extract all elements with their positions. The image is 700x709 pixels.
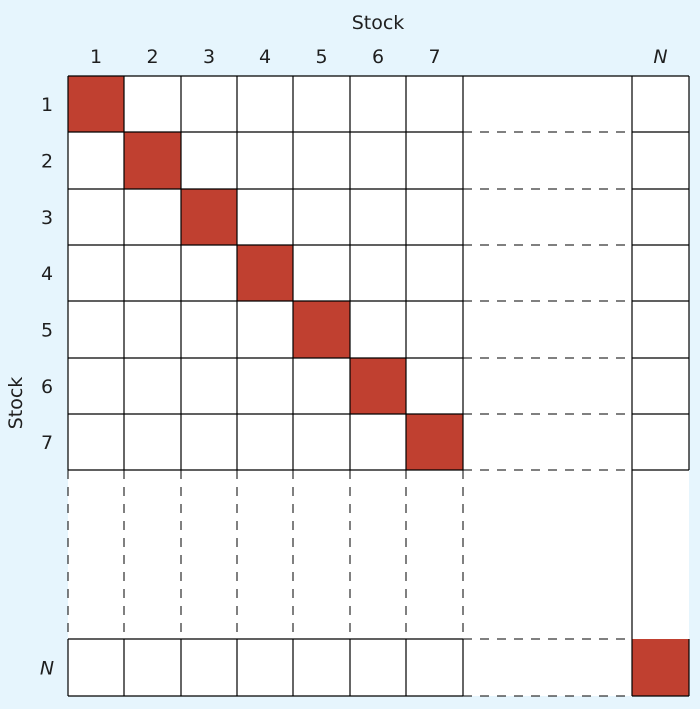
highlighted-cell-N-N: [632, 639, 689, 696]
grid-lines: [67, 75, 690, 697]
highlighted-cell-4-4: [237, 245, 293, 301]
highlighted-cell-1-1: [68, 76, 124, 132]
bottom-region-background: [68, 470, 689, 696]
row-label-N: N: [40, 658, 54, 680]
labels-layer: Stock Stock 1 2 3 4 5 6 7 N 1 2 3 4 5 6 7 N: [5, 12, 668, 680]
cells-layer: [68, 76, 689, 696]
highlighted-cell-2-2: [124, 132, 181, 189]
column-label-5: 5: [315, 46, 327, 68]
column-label-2: 2: [146, 46, 158, 68]
right-region-background: [463, 76, 689, 470]
highlighted-cell-7-7: [406, 414, 463, 470]
row-label-5: 5: [41, 320, 53, 342]
row-label-3: 3: [41, 207, 53, 229]
column-label-6: 6: [372, 46, 384, 68]
row-label-7: 7: [41, 432, 53, 454]
column-label-3: 3: [203, 46, 215, 68]
column-label-1: 1: [90, 46, 102, 68]
column-label-N: N: [653, 46, 667, 68]
highlighted-cell-5-5: [293, 301, 350, 358]
highlighted-cell-6-6: [350, 358, 406, 414]
column-label-4: 4: [259, 46, 271, 68]
row-label-4: 4: [41, 263, 53, 285]
row-label-1: 1: [41, 94, 53, 116]
column-label-7: 7: [428, 46, 440, 68]
highlighted-cell-3-3: [181, 189, 237, 245]
row-label-6: 6: [41, 376, 53, 398]
row-label-2: 2: [41, 151, 53, 173]
top-axis-title: Stock: [352, 12, 405, 34]
left-axis-title: Stock: [5, 377, 27, 430]
